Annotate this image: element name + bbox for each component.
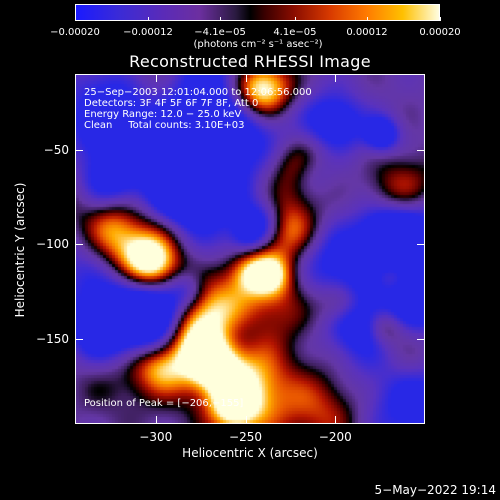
- x-tick-mark: [335, 74, 337, 82]
- y-tick-label: −50: [43, 142, 69, 157]
- heatmap-image: [76, 75, 424, 423]
- x-tick-mark: [155, 74, 157, 82]
- y-tick-mark: [75, 244, 83, 246]
- x-tick-mark: [245, 74, 247, 82]
- colorbar-units: (photons cm⁻² s⁻¹ asec⁻²): [193, 39, 323, 50]
- annotation-energy: Energy Range: 12.0 − 25.0 keV: [84, 109, 242, 120]
- colorbar-tick-mark: [367, 17, 368, 21]
- chart-title: Reconstructed RHESSI Image: [129, 52, 371, 71]
- colorbar-tick-mark: [294, 17, 296, 21]
- x-axis-label: Heliocentric X (arcsec): [182, 446, 318, 460]
- colorbar-tick-label: −0.00012: [123, 27, 173, 38]
- y-tick-mark: [417, 244, 425, 246]
- x-tick-mark: [245, 416, 247, 424]
- y-tick-mark: [417, 338, 425, 340]
- x-tick-label: −300: [139, 430, 173, 444]
- x-tick-label: −250: [229, 430, 262, 444]
- colorbar: [75, 4, 440, 21]
- y-tick-mark: [417, 149, 425, 151]
- annotation-time: 25−Sep−2003 12:01:04.000 to 12:06:56.000: [84, 87, 312, 98]
- annotation-detectors: Detectors: 3F 4F 5F 6F 7F 8F, Att 0: [84, 98, 259, 109]
- footer-date: 5−May−2022 19:14: [374, 483, 497, 497]
- colorbar-tick-label: 4.1e−05: [273, 27, 317, 38]
- y-tick-label: −100: [36, 237, 69, 252]
- x-tick-mark: [155, 416, 157, 424]
- colorbar-tick-mark: [148, 17, 149, 21]
- annotation-counts: Clean Total counts: 3.10E+03: [84, 120, 245, 131]
- colorbar-tick-mark: [220, 17, 222, 21]
- colorbar-tick-mark: [440, 17, 441, 21]
- image-plot-area: 25−Sep−2003 12:01:04.000 to 12:06:56.000…: [75, 74, 425, 424]
- y-tick-mark: [75, 338, 83, 340]
- y-tick-label: −150: [36, 331, 69, 346]
- annotation-peak: Position of Peak = [−206,−155]: [84, 398, 244, 409]
- x-tick-mark: [335, 416, 337, 424]
- colorbar-tick-label: 0.00020: [419, 27, 461, 38]
- y-axis-label: Heliocentric Y (arcsec): [13, 182, 27, 318]
- colorbar-tick-label: −0.00020: [50, 27, 100, 38]
- x-tick-label: −200: [318, 430, 352, 444]
- colorbar-tick-label: 0.00012: [346, 27, 388, 38]
- colorbar-tick-label: −4.1e−05: [194, 27, 246, 38]
- colorbar-tick-mark: [75, 17, 76, 21]
- y-tick-mark: [75, 149, 83, 151]
